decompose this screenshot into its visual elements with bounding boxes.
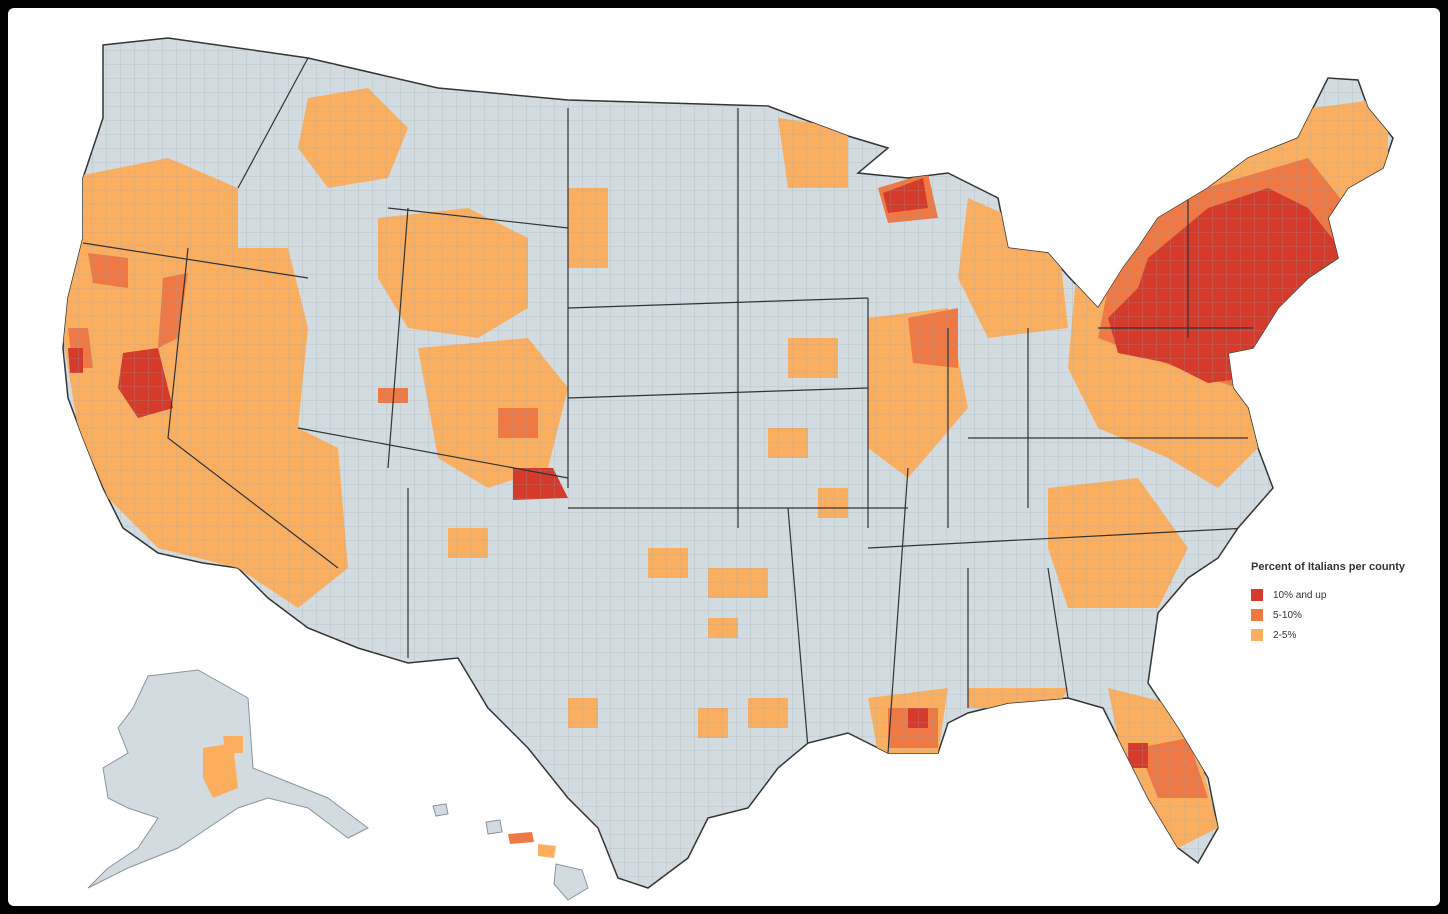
legend-item-10-up: 10% and up xyxy=(1251,585,1440,605)
us-county-map xyxy=(62,37,1394,901)
map-frame: Percent of Italians per county 10% and u… xyxy=(8,8,1440,906)
legend-label: 5-10% xyxy=(1273,609,1302,621)
legend: Percent of Italians per county 10% and u… xyxy=(1251,561,1440,645)
alaska xyxy=(87,669,369,889)
legend-item-5-10: 5-10% xyxy=(1251,605,1440,625)
legend-swatch-red xyxy=(1251,589,1263,601)
legend-label: 10% and up xyxy=(1273,589,1327,601)
legend-label: 2-5% xyxy=(1273,629,1297,641)
legend-swatch-orange xyxy=(1251,609,1263,621)
legend-swatch-light-orange xyxy=(1251,629,1263,641)
hawaii xyxy=(432,803,589,901)
legend-item-2-5: 2-5% xyxy=(1251,625,1440,645)
legend-title: Percent of Italians per county xyxy=(1251,561,1406,573)
